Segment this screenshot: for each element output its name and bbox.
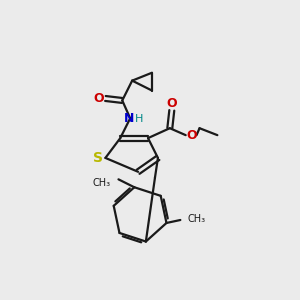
Text: O: O	[186, 129, 197, 142]
Text: N: N	[124, 112, 134, 125]
Text: CH₃: CH₃	[187, 214, 206, 224]
Text: H: H	[135, 114, 143, 124]
Text: O: O	[167, 97, 177, 110]
Text: CH₃: CH₃	[92, 178, 110, 188]
Text: S: S	[94, 151, 103, 165]
Text: O: O	[93, 92, 104, 105]
